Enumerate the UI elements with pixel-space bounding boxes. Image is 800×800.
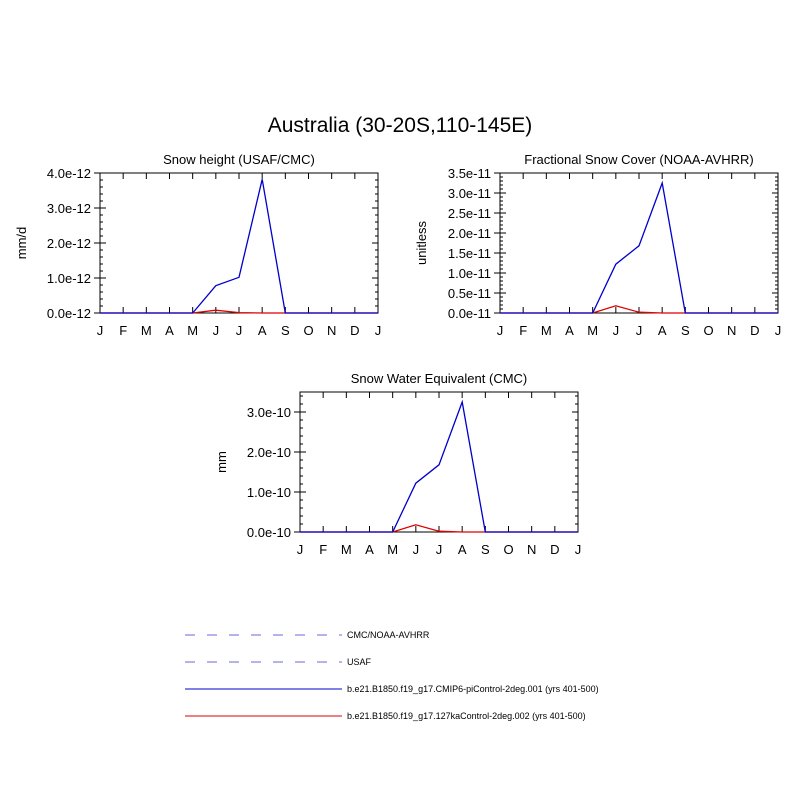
x-tick-label: J (297, 542, 304, 557)
x-tick-label: M (387, 542, 398, 557)
y-tick-label: 2.5e-11 (448, 206, 491, 221)
y-tick-label: 0.0e-11 (448, 306, 491, 321)
x-tick-label: J (236, 323, 243, 338)
x-tick-label: J (497, 323, 504, 338)
x-tick-label: M (141, 323, 152, 338)
x-tick-label: M (587, 323, 598, 338)
y-tick-label: 2.0e-11 (448, 226, 491, 241)
figure-title: Australia (30-20S,110-145E) (267, 114, 533, 137)
x-tick-label: J (413, 542, 420, 557)
y-tick-label: 2.0e-12 (47, 236, 91, 251)
x-tick-label: S (281, 323, 290, 338)
x-tick-label: D (550, 542, 559, 557)
y-tick-label: 3.0e-10 (247, 405, 291, 420)
y-tick-label: 0.0e-10 (247, 525, 291, 540)
plot-frame (99, 172, 379, 314)
x-tick-label: M (541, 323, 552, 338)
chart-panel-1: Snow height (USAF/CMC)mm/dJ F M A M J J A S O N D J0… (14, 152, 381, 338)
x-tick-label: J (775, 323, 782, 338)
plot-frame (499, 172, 779, 314)
x-tick-label: M (187, 323, 198, 338)
x-tick-label: S (681, 323, 690, 338)
x-tick-label: A (565, 323, 574, 338)
y-tick-label: 1.5e-11 (448, 246, 491, 261)
panel-title: Snow height (USAF/CMC) (163, 152, 315, 167)
series-line-piControl (300, 399, 578, 533)
x-tick-label: J (375, 323, 382, 338)
x-tick-label: A (365, 542, 374, 557)
series-line-piControl (100, 179, 378, 314)
x-tick-label: F (319, 542, 327, 557)
x-tick-label: O (503, 542, 513, 557)
legend-label: USAF (347, 657, 372, 667)
x-tick-label: J (97, 323, 104, 338)
y-axis-label: mm/d (14, 227, 29, 260)
x-tick-label: J (636, 323, 643, 338)
x-tick-label: J (436, 542, 443, 557)
y-axis-label: unitless (414, 220, 429, 265)
y-tick-label: 4.0e-12 (47, 166, 91, 181)
y-tick-label: 1.0e-12 (47, 271, 91, 286)
x-tick-label: N (527, 542, 536, 557)
x-tick-label: J (613, 323, 620, 338)
x-tick-label: N (727, 323, 736, 338)
chart-panel-3: Snow Water Equivalent (CMC)mmJ F M A M J J A S O N… (214, 371, 581, 557)
x-tick-label: J (575, 542, 582, 557)
x-tick-label: F (519, 323, 527, 338)
y-axis-label: mm (214, 451, 229, 473)
x-tick-label: A (165, 323, 174, 338)
series-line-piControl (500, 180, 778, 314)
y-tick-label: 1.0e-10 (247, 485, 291, 500)
x-tick-label: F (119, 323, 127, 338)
x-tick-label: A (258, 323, 267, 338)
x-tick-label: A (658, 323, 667, 338)
x-tick-label: N (327, 323, 336, 338)
x-tick-label: O (703, 323, 713, 338)
panel-title: Snow Water Equivalent (CMC) (351, 371, 528, 386)
x-tick-label: A (458, 542, 467, 557)
x-tick-label: D (750, 323, 759, 338)
y-tick-label: 3.0e-12 (47, 201, 91, 216)
y-tick-label: 0.0e-12 (47, 306, 91, 321)
x-tick-label: O (303, 323, 313, 338)
y-tick-label: 3.5e-11 (448, 166, 491, 181)
y-tick-label: 1.0e-11 (448, 266, 491, 281)
chart-panel-2: Fractional Snow Cover (NOAA-AVHRR) unitle… (414, 152, 781, 338)
y-tick-label: 2.0e-10 (247, 445, 291, 460)
y-tick-label: 3.0e-11 (448, 186, 491, 201)
x-tick-label: M (341, 542, 352, 557)
x-tick-label: D (350, 323, 359, 338)
x-tick-label: J (213, 323, 220, 338)
legend-label: CMC/NOAA-AVHRR (347, 630, 430, 640)
legend: CMC/NOAA-AVHRR USAF b.e21.B1850.f19_g17.CM… (185, 630, 599, 721)
legend-label: b.e21.B1850.f19_g17.127kaControl-2deg.00… (347, 711, 586, 721)
x-tick-label: S (481, 542, 490, 557)
y-tick-label: 0.5e-11 (448, 286, 491, 301)
panel-title: Fractional Snow Cover (NOAA-AVHRR) (524, 152, 753, 167)
legend-label: b.e21.B1850.f19_g17.CMIP6-piControl-2deg… (347, 684, 599, 694)
plot-frame (299, 391, 579, 533)
